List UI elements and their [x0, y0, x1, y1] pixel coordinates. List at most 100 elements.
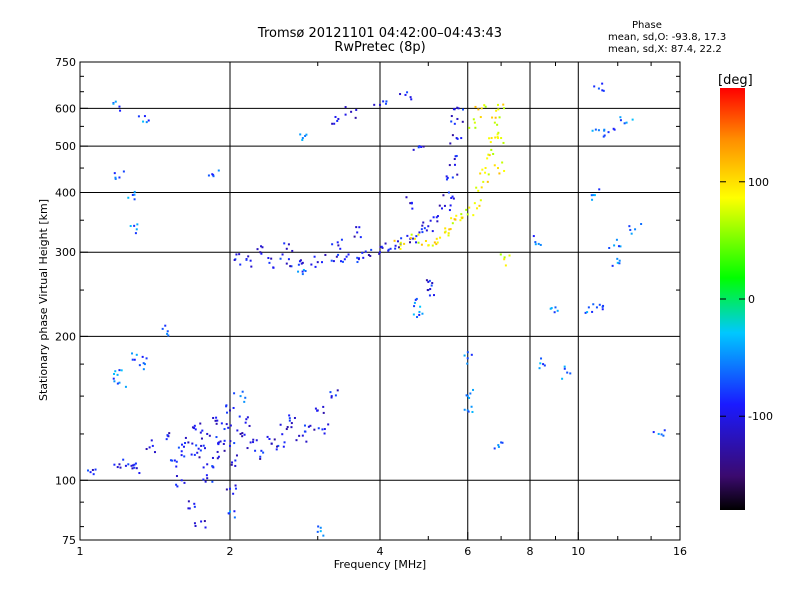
data-point	[345, 255, 348, 258]
data-point	[113, 380, 116, 383]
data-point	[220, 422, 223, 425]
data-point	[200, 520, 203, 523]
data-point	[613, 244, 616, 247]
data-point	[133, 463, 136, 466]
data-point	[285, 262, 288, 265]
data-point	[379, 245, 382, 248]
data-point	[619, 116, 622, 119]
data-point	[176, 485, 179, 488]
data-point	[244, 421, 247, 424]
data-point	[356, 256, 359, 259]
data-point	[175, 475, 178, 478]
data-point	[497, 137, 500, 140]
data-point	[180, 479, 183, 482]
data-point	[440, 207, 443, 210]
data-point	[238, 415, 241, 418]
data-point	[143, 363, 146, 366]
data-point	[134, 462, 137, 465]
data-point	[301, 273, 304, 276]
data-point	[319, 526, 322, 529]
data-point	[488, 154, 491, 157]
data-point	[539, 243, 542, 246]
data-point	[135, 467, 138, 470]
data-point	[314, 265, 317, 268]
data-point	[549, 307, 552, 310]
data-point	[467, 410, 470, 413]
data-point	[124, 464, 127, 467]
colorbar-tick-label: 0	[748, 293, 755, 306]
data-point	[550, 307, 553, 310]
data-point	[233, 510, 236, 513]
data-point	[618, 259, 621, 262]
data-point	[305, 440, 308, 443]
data-point	[331, 122, 334, 125]
data-point	[334, 115, 337, 118]
data-point	[436, 220, 439, 223]
data-point	[379, 251, 381, 254]
data-point	[497, 444, 500, 447]
data-point	[291, 249, 294, 252]
data-point	[226, 411, 229, 414]
data-point	[145, 357, 148, 360]
data-point	[112, 102, 115, 105]
data-point	[298, 260, 301, 263]
data-point	[409, 96, 412, 99]
data-point	[297, 263, 300, 266]
data-point	[188, 507, 191, 510]
data-point	[436, 215, 439, 218]
data-point	[450, 120, 453, 123]
data-point	[135, 353, 138, 356]
data-point	[217, 169, 220, 172]
data-point	[203, 520, 206, 523]
data-point	[355, 226, 358, 229]
data-point	[217, 442, 220, 445]
data-point	[212, 175, 215, 178]
data-point	[487, 173, 490, 176]
colorbar-tick-label: -100	[748, 410, 773, 423]
data-point	[492, 152, 495, 155]
data-point	[423, 227, 426, 230]
data-point	[194, 428, 197, 431]
x-tick-label: 2	[227, 545, 234, 558]
data-point	[142, 368, 145, 371]
data-point	[290, 426, 293, 429]
data-point	[452, 108, 455, 111]
data-point	[193, 522, 196, 525]
data-point	[270, 257, 273, 260]
data-point	[229, 444, 231, 447]
data-point	[411, 207, 414, 210]
data-point	[486, 157, 489, 160]
data-point	[204, 526, 207, 529]
data-point	[193, 453, 196, 456]
data-point	[369, 254, 372, 257]
data-point	[502, 141, 505, 144]
data-point	[260, 245, 263, 248]
data-point	[435, 237, 438, 240]
data-point	[475, 186, 478, 189]
data-point	[472, 214, 475, 217]
data-point	[113, 372, 116, 375]
data-point	[592, 194, 595, 197]
data-point	[347, 253, 350, 256]
data-point	[194, 525, 197, 528]
data-point	[235, 253, 238, 256]
data-point	[231, 461, 234, 464]
data-point	[259, 251, 262, 254]
data-point	[466, 213, 469, 216]
data-point	[142, 362, 145, 365]
data-point	[334, 394, 337, 397]
data-point	[241, 435, 244, 438]
data-point	[563, 367, 566, 370]
data-point	[439, 236, 442, 239]
data-point	[499, 253, 502, 256]
data-point	[233, 516, 236, 519]
data-point	[245, 418, 248, 421]
data-point	[497, 131, 500, 134]
data-point	[590, 194, 593, 197]
data-point	[617, 245, 620, 248]
data-point	[382, 100, 385, 103]
data-point	[496, 133, 499, 136]
phase-stats-o-mode: mean, sd,O: -93.8, 17.3	[608, 32, 727, 43]
data-point	[175, 460, 178, 463]
data-point	[193, 502, 196, 505]
